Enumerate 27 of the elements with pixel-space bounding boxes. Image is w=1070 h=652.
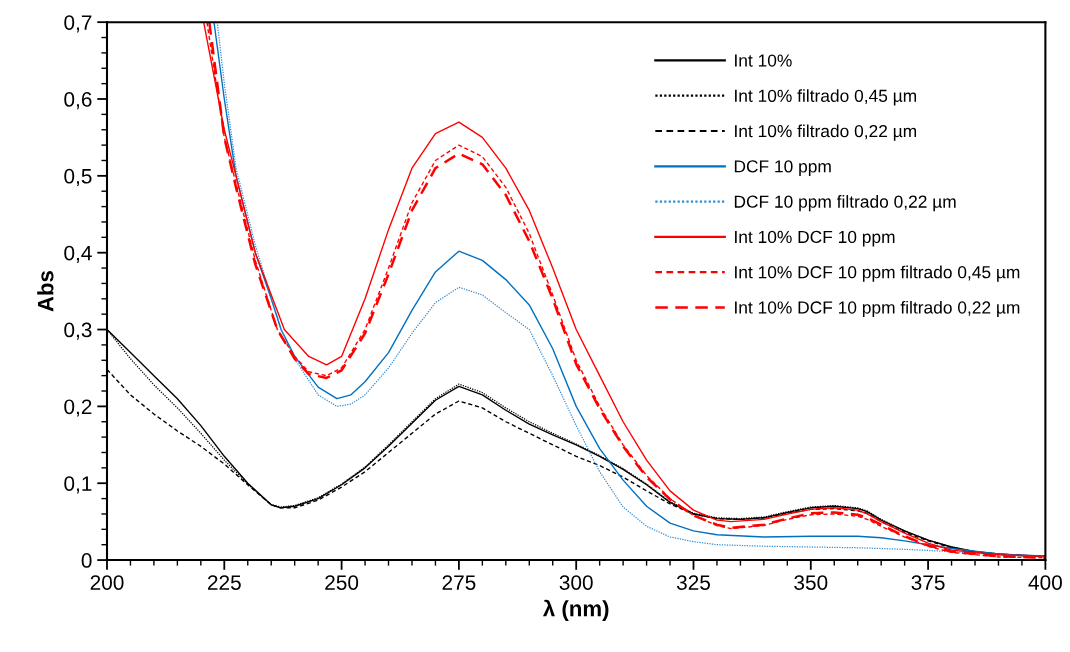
y-tick-label: 0,7 [64,15,92,33]
y-axis-title: Abs [37,271,54,312]
legend-label: DCF 10 ppm [734,160,831,176]
x-tick-label: 375 [911,575,945,590]
x-tick-label: 200 [90,575,124,590]
legend-label: DCF 10 ppm filtrado 0,22 µm [734,195,956,212]
y-tick-label: 0,4 [64,245,92,263]
legend-label: Int 10% DCF 10 ppm filtrado 0,45 µm [735,265,1020,282]
x-axis-title: λ (nm) [542,599,609,621]
x-tick-label: 350 [794,575,828,590]
x-tick-label: 300 [559,575,593,590]
legend-label: Int 10% filtrado 0,45 µm [735,89,917,106]
y-tick-label: 0,1 [64,476,92,494]
y-tick-label: 0,3 [64,322,92,340]
y-tick-label: 0,2 [64,399,92,417]
legend-label: Int 10% [735,54,792,67]
legend-label: Int 10% DCF 10 ppm filtrado 0,22 µm [735,300,1020,318]
y-tick-label: 0,6 [64,92,92,110]
legend-label: Int 10% DCF 10 ppm [735,230,895,247]
x-tick-label: 250 [325,575,359,590]
y-tick-label: 0,5 [64,168,92,187]
y-tick-label: 0 [81,553,92,568]
x-tick-label: 400 [1028,575,1062,590]
x-tick-label: 325 [676,575,710,590]
x-tick-label: 275 [442,575,476,590]
x-tick-label: 225 [207,575,241,590]
legend-label: Int 10% filtrado 0,22 µm [735,124,917,141]
